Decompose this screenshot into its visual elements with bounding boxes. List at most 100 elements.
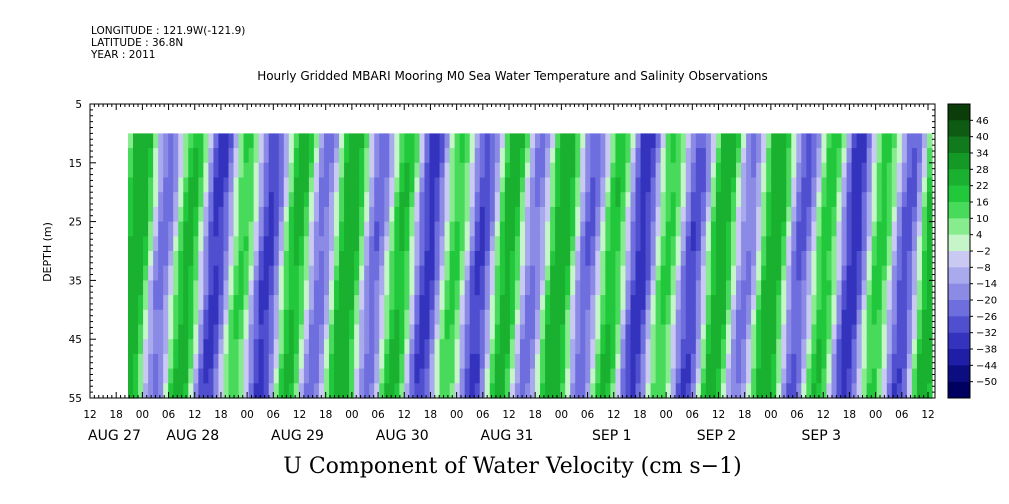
heatmap-cell [655, 148, 662, 164]
heatmap-cell [303, 236, 310, 252]
heatmap-cell [329, 324, 335, 340]
heatmap-cell [374, 324, 380, 340]
heatmap-cell [278, 162, 285, 179]
heatmap-cell [409, 265, 416, 281]
heatmap-cell [203, 368, 210, 384]
heatmap-cell [253, 324, 260, 340]
heatmap-cell [615, 368, 622, 384]
heatmap-cell [680, 221, 687, 237]
heatmap-cell [891, 133, 898, 149]
heatmap-cell [610, 309, 617, 326]
heatmap-cell [193, 353, 199, 370]
heatmap-cell [841, 265, 848, 281]
heatmap-cell [339, 192, 345, 208]
heatmap-cell [555, 295, 561, 311]
x-tick-label: 12 [398, 409, 411, 421]
heatmap-cell [791, 162, 797, 179]
heatmap-cell [806, 353, 813, 370]
heatmap-cell [454, 192, 461, 208]
heatmap-cell [605, 339, 612, 355]
heatmap-cell [208, 251, 215, 267]
heatmap-cell [163, 221, 169, 237]
heatmap-cell [595, 383, 601, 399]
heatmap-cell [318, 133, 325, 149]
heatmap-cell [303, 265, 310, 281]
heatmap-cell [615, 177, 622, 193]
heatmap-cell [605, 206, 612, 223]
x-tick-label: 00 [869, 409, 882, 421]
heatmap-cell [379, 353, 385, 370]
heatmap-cell [665, 133, 672, 149]
heatmap-cell [329, 383, 335, 399]
heatmap-cell [645, 177, 652, 193]
x-day-label: AUG 27 [88, 428, 141, 444]
heatmap-cell [615, 206, 622, 223]
heatmap-cell [459, 383, 466, 399]
heatmap-cell [278, 265, 285, 281]
heatmap-cell [429, 309, 436, 326]
heatmap-cell [334, 280, 340, 296]
heatmap-cell [901, 148, 908, 164]
heatmap-cell [253, 251, 260, 267]
heatmap-cell [148, 339, 154, 355]
heatmap-cell [153, 148, 159, 164]
heatmap-cell [168, 133, 174, 149]
heatmap-cell [233, 280, 240, 296]
heatmap-cell [474, 221, 481, 237]
heatmap-cell [831, 177, 838, 193]
heatmap-cell [725, 206, 732, 223]
heatmap-cell [826, 206, 833, 223]
heatmap-cell [409, 251, 416, 267]
colorbar-swatch [948, 365, 970, 382]
heatmap-cell [524, 295, 531, 311]
heatmap-cell [283, 192, 290, 208]
heatmap-cell [771, 162, 777, 179]
heatmap-cell [705, 251, 712, 267]
heatmap-cell [841, 192, 848, 208]
heatmap-cell [243, 192, 250, 208]
heatmap-cell [881, 192, 888, 208]
heatmap-cell [610, 383, 617, 399]
heatmap-cell [509, 383, 516, 399]
heatmap-cell [329, 339, 335, 355]
heatmap-cell [660, 339, 667, 355]
heatmap-cell [695, 265, 702, 281]
heatmap-cell [615, 339, 622, 355]
heatmap-cell [479, 206, 486, 223]
heatmap-cell [620, 368, 627, 384]
heatmap-cell [595, 339, 601, 355]
heatmap-cell [268, 280, 275, 296]
heatmap-cell [540, 236, 546, 252]
heatmap-cell [901, 309, 908, 326]
heatmap-cell [861, 206, 868, 223]
heatmap-cell [158, 280, 164, 296]
heatmap-cell [761, 309, 767, 326]
heatmap-cell [771, 265, 777, 281]
heatmap-cell [509, 353, 516, 370]
heatmap-cell [685, 280, 692, 296]
heatmap-cell [419, 383, 426, 399]
heatmap-cell [369, 133, 375, 149]
heatmap-cell [781, 133, 787, 149]
heatmap-cell [238, 324, 245, 340]
heatmap-cell [746, 251, 752, 267]
heatmap-cell [464, 148, 471, 164]
heatmap-cell [851, 133, 858, 149]
heatmap-cell [253, 192, 260, 208]
heatmap-cell [444, 324, 451, 340]
heatmap-cell [499, 265, 506, 281]
heatmap-cell [746, 368, 752, 384]
heatmap-cell [871, 177, 878, 193]
heatmap-cell [851, 236, 858, 252]
heatmap-cell [469, 206, 476, 223]
heatmap-cell [630, 236, 637, 252]
heatmap-cell [751, 265, 757, 281]
heatmap-cell [138, 383, 144, 399]
heatmap-cell [720, 295, 727, 311]
heatmap-cell [736, 236, 742, 252]
heatmap-cell [399, 206, 405, 223]
heatmap-cell [585, 383, 591, 399]
heatmap-cell [429, 162, 436, 179]
heatmap-cell [198, 324, 204, 340]
heatmap-cell [258, 383, 265, 399]
